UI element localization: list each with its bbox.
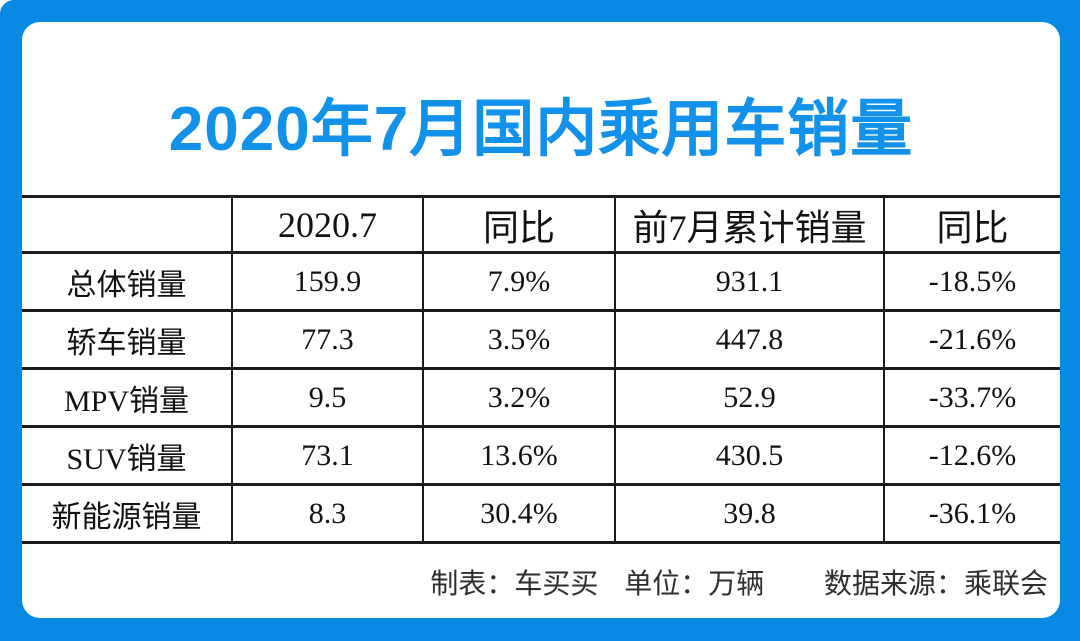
cell-value: 77.3 [231, 309, 424, 370]
table-row: 新能源销量 8.3 30.4% 39.8 -36.1% [22, 483, 1060, 544]
cell-value: -12.6% [883, 425, 1060, 486]
row-label: 新能源销量 [22, 483, 233, 544]
cell-value: -36.1% [883, 483, 1060, 544]
cell-value: 430.5 [614, 425, 885, 486]
column-header-cumulative: 前7月累计销量 [614, 195, 885, 254]
table-row: SUV销量 73.1 13.6% 430.5 -12.6% [22, 425, 1060, 486]
column-header-cumulative-yoy: 同比 [883, 195, 1060, 254]
footer-source: 数据来源：乘联会 [823, 568, 1048, 599]
row-label: SUV销量 [22, 425, 233, 486]
cell-value: 52.9 [614, 367, 885, 428]
cell-value: 9.5 [231, 367, 424, 428]
row-label: 轿车销量 [22, 309, 233, 370]
cell-value: -33.7% [883, 367, 1060, 428]
cell-value: 3.2% [422, 367, 616, 428]
cell-value: 73.1 [231, 425, 424, 486]
cell-value: 447.8 [614, 309, 885, 370]
column-header-blank [22, 195, 233, 254]
table-row: 总体销量 159.9 7.9% 931.1 -18.5% [22, 251, 1060, 312]
cell-value: -21.6% [883, 309, 1060, 370]
footer-creator: 制表：车买买 [430, 568, 599, 599]
column-header-yoy: 同比 [422, 195, 616, 254]
table-row: MPV销量 9.5 3.2% 52.9 -33.7% [22, 367, 1060, 428]
footer-unit: 单位：万辆 [624, 568, 765, 599]
cell-value: 30.4% [422, 483, 616, 544]
sales-table: 2020.7 同比 前7月累计销量 同比 总体销量 159.9 7.9% 931.1-… [22, 195, 1060, 544]
cell-value: -18.5% [883, 251, 1060, 312]
cell-value: 159.9 [231, 251, 424, 312]
column-header-month: 2020.7 [231, 195, 424, 254]
cell-value: 39.8 [614, 483, 885, 544]
row-label: MPV销量 [22, 367, 233, 428]
table-row: 轿车销量 77.3 3.5% 447.8 -21.6% [22, 309, 1060, 370]
cell-value: 13.6% [422, 425, 616, 486]
cell-value: 931.1 [614, 251, 885, 312]
page-title: 2020年7月国内乘用车销量 [168, 95, 914, 164]
table-header-row: 2020.7 同比 前7月累计销量 同比 [22, 195, 1060, 254]
content-panel: 2020年7月国内乘用车销量 2020.7 同比 前7月累计销量 同比 总体销量… [22, 22, 1060, 618]
cell-value: 3.5% [422, 309, 616, 370]
cell-value: 7.9% [422, 251, 616, 312]
footer-note: 制表：车买买 单位：万辆 数据来源：乘联会 [430, 562, 1048, 602]
row-label: 总体销量 [22, 251, 233, 312]
cell-value: 8.3 [231, 483, 424, 544]
